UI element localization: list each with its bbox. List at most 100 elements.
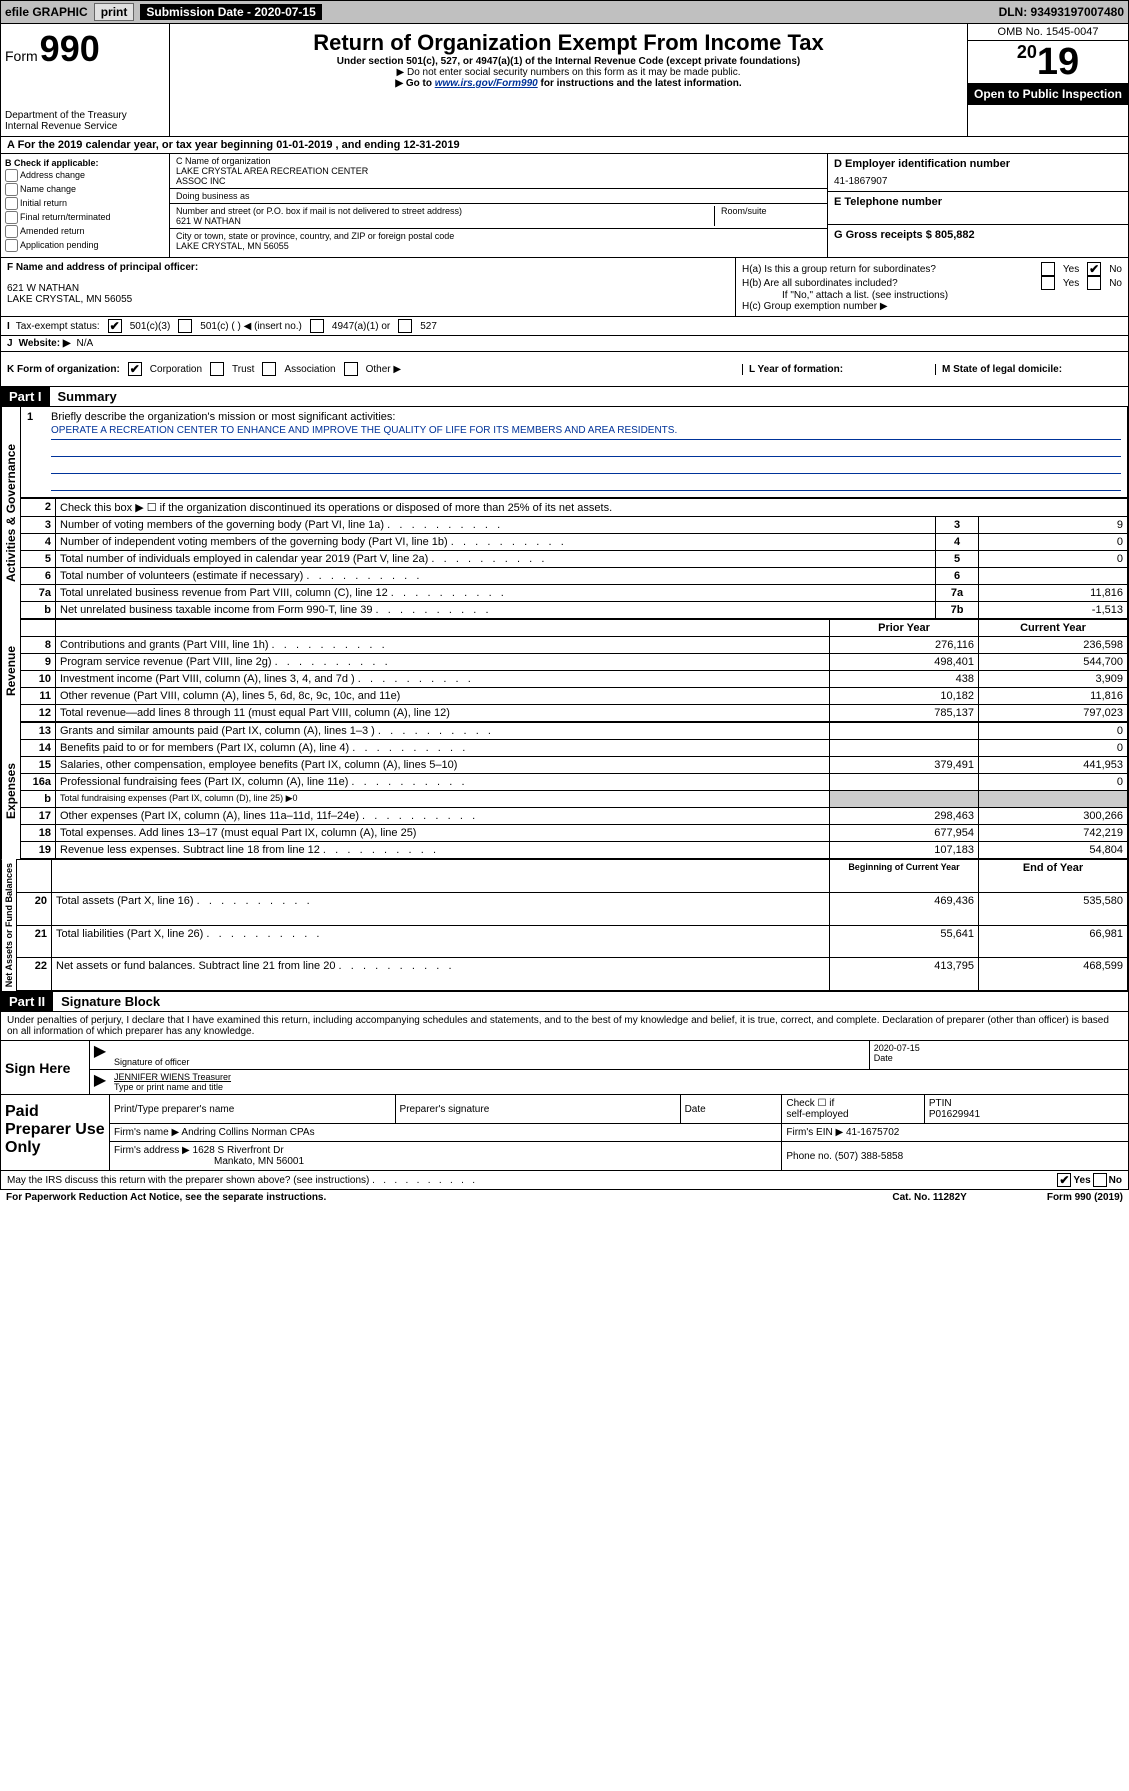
part1-tag: Part I (1, 387, 50, 406)
efile-label: efile GRAPHIC (5, 5, 88, 19)
p9: 498,401 (830, 654, 979, 671)
p18: 677,954 (830, 825, 979, 842)
p17: 298,463 (830, 808, 979, 825)
officer-name: JENNIFER WIENS Treasurer (114, 1072, 1124, 1082)
part1-bar: Part I Summary (0, 387, 1129, 407)
q17: Other expenses (Part IX, column (A), lin… (56, 808, 830, 825)
rev-label: Revenue (1, 619, 20, 722)
org-name-1: LAKE CRYSTAL AREA RECREATION CENTER (176, 166, 821, 176)
chk-address-change[interactable] (5, 169, 18, 182)
form-header: Form 990 Department of the Treasury Inte… (0, 24, 1129, 137)
chk-501c3[interactable] (108, 319, 122, 333)
ha-no[interactable] (1087, 262, 1101, 276)
p12: 785,137 (830, 705, 979, 722)
hb-subordinates: H(b) Are all subordinates included? Yes … (742, 276, 1122, 290)
tax-year: 2019 (968, 41, 1128, 83)
note-link: ▶ Go to www.irs.gov/Form990 for instruct… (174, 78, 963, 89)
sig-date-label: Date (874, 1053, 1124, 1063)
expenses-section: Expenses 13Grants and similar amounts pa… (0, 722, 1129, 859)
q19: Revenue less expenses. Subtract line 18 … (56, 842, 830, 859)
hb-no[interactable] (1087, 276, 1101, 290)
discuss-yes[interactable] (1057, 1173, 1071, 1187)
chk-501c[interactable] (178, 319, 192, 333)
p8: 276,116 (830, 637, 979, 654)
c17: 300,266 (979, 808, 1128, 825)
part1-title: Summary (50, 387, 125, 406)
entity-block: B Check if applicable: Address change Na… (0, 154, 1129, 258)
chk-final-return[interactable] (5, 211, 18, 224)
c18: 742,219 (979, 825, 1128, 842)
form-org-row: K Form of organization: Corporation Trus… (0, 352, 1129, 387)
v3: 9 (979, 517, 1128, 534)
form-subtitle: Under section 501(c), 527, or 4947(a)(1)… (174, 56, 963, 67)
discuss-text: May the IRS discuss this return with the… (7, 1175, 475, 1186)
firm-ein-label: Firm's EIN ▶ (786, 1127, 843, 1138)
p13 (830, 723, 979, 740)
ha-group-return: H(a) Is this a group return for subordin… (742, 262, 1122, 276)
submission-date-badge: Submission Date - 2020-07-15 (140, 4, 321, 20)
officer-addr-2: LAKE CRYSTAL, MN 56055 (7, 294, 729, 305)
f-officer-label: F Name and address of principal officer: (7, 262, 198, 273)
v4: 0 (979, 534, 1128, 551)
p10: 438 (830, 671, 979, 688)
irs-label: Internal Revenue Service (5, 121, 165, 132)
chk-trust[interactable] (210, 362, 224, 376)
exp-label: Expenses (1, 722, 20, 859)
discuss-row: May the IRS discuss this return with the… (0, 1171, 1129, 1190)
p11: 10,182 (830, 688, 979, 705)
mission-text: OPERATE A RECREATION CENTER TO ENHANCE A… (51, 425, 1121, 440)
discuss-no[interactable] (1093, 1173, 1107, 1187)
hb-yes[interactable] (1041, 276, 1055, 290)
boy-header: Beginning of Current Year (830, 860, 979, 893)
sig-officer-label: Signature of officer (114, 1057, 865, 1067)
net-assets-section: Net Assets or Fund Balances Beginning of… (0, 859, 1129, 992)
q1-text: Briefly describe the organization's miss… (51, 411, 395, 423)
arrow-icon: ▶ (90, 1070, 110, 1094)
revenue-section: Revenue Prior YearCurrent Year 8Contribu… (0, 619, 1129, 722)
c-name-label: C Name of organization (176, 156, 821, 166)
q6: Total number of volunteers (estimate if … (56, 568, 936, 585)
chk-name-change[interactable] (5, 183, 18, 196)
form-number: Form 990 (5, 28, 165, 70)
irs-link[interactable]: www.irs.gov/Form990 (435, 78, 538, 89)
q5: Total number of individuals employed in … (56, 551, 936, 568)
note-ssn: ▶ Do not enter social security numbers o… (174, 67, 963, 78)
bottom-line: For Paperwork Reduction Act Notice, see … (0, 1190, 1129, 1205)
q20: Total assets (Part X, line 16) (52, 892, 830, 925)
q8: Contributions and grants (Part VIII, lin… (56, 637, 830, 654)
ha-yes[interactable] (1041, 262, 1055, 276)
q9: Program service revenue (Part VIII, line… (56, 654, 830, 671)
chk-amended-return[interactable] (5, 225, 18, 238)
sign-here-label: Sign Here (1, 1041, 90, 1094)
p16a (830, 774, 979, 791)
form-footer: Form 990 (2019) (1047, 1192, 1123, 1203)
chk-corp[interactable] (128, 362, 142, 376)
c22: 468,599 (979, 958, 1128, 991)
c15: 441,953 (979, 757, 1128, 774)
c11: 11,816 (979, 688, 1128, 705)
chk-other[interactable] (344, 362, 358, 376)
omb-number: OMB No. 1545-0047 (968, 24, 1128, 41)
print-button[interactable]: print (94, 3, 135, 21)
prior-year-header: Prior Year (830, 620, 979, 637)
v5: 0 (979, 551, 1128, 568)
chk-application-pending[interactable] (5, 239, 18, 252)
part2-title: Signature Block (53, 992, 168, 1011)
chk-assoc[interactable] (262, 362, 276, 376)
c13: 0 (979, 723, 1128, 740)
c16a: 0 (979, 774, 1128, 791)
chk-initial-return[interactable] (5, 197, 18, 210)
open-to-public-badge: Open to Public Inspection (968, 83, 1128, 105)
q7b: Net unrelated business taxable income fr… (56, 602, 936, 619)
chk-527[interactable] (398, 319, 412, 333)
q16b: Total fundraising expenses (Part IX, col… (56, 791, 830, 808)
gov-label: Activities & Governance (1, 407, 20, 619)
chk-4947[interactable] (310, 319, 324, 333)
c8: 236,598 (979, 637, 1128, 654)
p15: 379,491 (830, 757, 979, 774)
sig-date: 2020-07-15 (874, 1043, 1124, 1053)
l-year-formation: L Year of formation: (749, 364, 843, 375)
p20: 469,436 (830, 892, 979, 925)
p14 (830, 740, 979, 757)
g-receipts-label: G Gross receipts $ 805,882 (834, 229, 975, 241)
